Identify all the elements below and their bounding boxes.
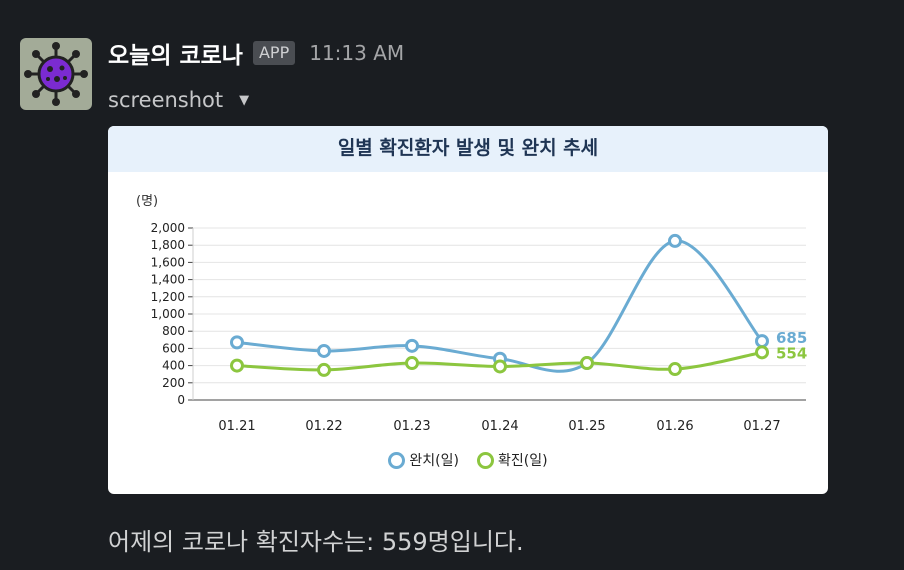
data-point-discharged (230, 335, 244, 350)
y-tick-label: 2,000 (151, 221, 185, 235)
legend-label-confirmed: 확진(일) (498, 453, 548, 469)
data-point-confirmed (230, 358, 244, 373)
y-tick-label: 400 (162, 359, 185, 373)
data-point-confirmed (317, 362, 331, 377)
x-tick-label: 01.27 (743, 419, 780, 434)
legend-swatch-confirmed (477, 451, 494, 469)
message-header: 오늘의 코로나 APP 11:13 AM (108, 38, 405, 69)
legend-item-discharged[interactable]: 완치(일) (388, 450, 459, 470)
chart-header-band (108, 126, 828, 172)
y-tick-label: 800 (162, 324, 185, 338)
y-tick-label: 1,200 (151, 290, 185, 304)
x-tick-label: 01.26 (656, 419, 693, 434)
data-point-discharged (405, 338, 419, 353)
message-timestamp[interactable]: 11:13 AM (309, 41, 405, 65)
data-point-confirmed (405, 356, 419, 371)
legend-swatch-discharged (388, 451, 406, 469)
chart-legend: 완치(일) 확진(일) (108, 448, 828, 472)
data-point-confirmed (580, 356, 594, 371)
x-tick-label: 01.23 (393, 419, 430, 434)
chart-title: 일별 확진환자 발생 및 완치 추세 (337, 136, 599, 159)
data-point-discharged (668, 233, 682, 248)
y-tick-label: 1,800 (151, 238, 185, 252)
end-label-discharged: 685 (776, 329, 807, 347)
y-tick-label: 600 (162, 341, 185, 355)
legend-label-discharged: 완치(일) (409, 453, 459, 469)
file-attachment-header: screenshot ▼ (108, 86, 249, 114)
legend-item-confirmed[interactable]: 확진(일) (477, 450, 548, 470)
x-tick-label: 01.25 (568, 419, 605, 434)
data-point-discharged (755, 334, 769, 349)
end-label-confirmed: 554 (776, 344, 807, 362)
bot-avatar[interactable] (20, 38, 92, 110)
data-point-discharged (317, 343, 331, 358)
data-point-confirmed (755, 345, 769, 360)
x-tick-label: 01.21 (218, 419, 255, 434)
caret-down-icon[interactable]: ▼ (239, 92, 250, 108)
x-tick-label: 01.24 (481, 419, 518, 434)
sender-name[interactable]: 오늘의 코로나 (108, 43, 243, 69)
y-tick-label: 1,400 (151, 273, 185, 287)
y-tick-label: 200 (162, 376, 185, 390)
y-tick-label: 1,000 (151, 307, 185, 321)
app-badge: APP (252, 41, 296, 65)
data-point-confirmed (668, 362, 682, 377)
file-name[interactable]: screenshot (108, 88, 224, 112)
y-axis-unit-label: (명) (136, 194, 159, 209)
series-line-discharged (236, 239, 764, 373)
virus-icon (24, 42, 88, 106)
x-tick-label: 01.22 (305, 419, 342, 434)
line-chart: 0 200 400 600 800 1,000 1,200 1,400 1,600 1,800 2,… (151, 221, 808, 434)
chart-image[interactable]: 일별 확진환자 발생 및 완치 추세 (명) 0 200 400 600 800 1,00… (108, 126, 828, 494)
y-tick-label: 1,600 (151, 255, 185, 269)
y-tick-label: 0 (177, 393, 185, 407)
data-point-confirmed (493, 359, 507, 374)
message-text: 어제의 코로나 확진자수는: 559명입니다. (108, 528, 524, 556)
